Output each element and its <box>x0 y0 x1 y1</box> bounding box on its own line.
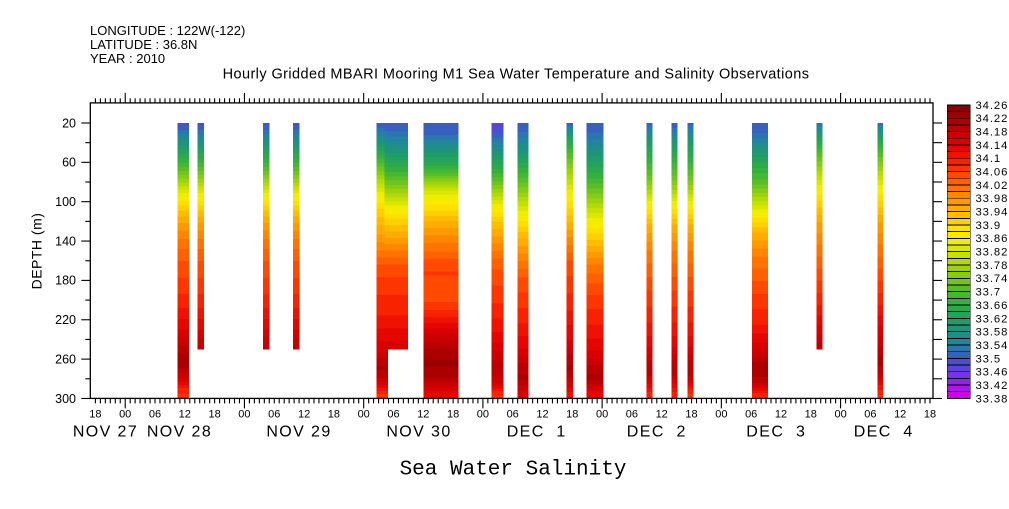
svg-text:34.14: 34.14 <box>976 140 1009 152</box>
svg-text:00: 00 <box>477 409 489 421</box>
svg-text:60: 60 <box>62 156 76 170</box>
svg-text:12: 12 <box>298 409 310 421</box>
svg-text:33.98: 33.98 <box>976 193 1009 205</box>
svg-text:06: 06 <box>507 409 519 421</box>
svg-text:18: 18 <box>328 409 340 421</box>
svg-text:34.18: 34.18 <box>976 126 1009 138</box>
svg-text:34.1: 34.1 <box>976 153 1002 165</box>
svg-text:33.62: 33.62 <box>976 313 1009 325</box>
svg-text:YEAR : 2010: YEAR : 2010 <box>90 51 165 66</box>
svg-text:Hourly Gridded MBARI Mooring M: Hourly Gridded MBARI Mooring M1 Sea Wate… <box>223 67 810 83</box>
svg-text:18: 18 <box>924 409 936 421</box>
svg-text:18: 18 <box>89 409 101 421</box>
svg-text:34.02: 34.02 <box>976 180 1009 192</box>
svg-text:DEC 4: DEC 4 <box>854 424 914 441</box>
svg-text:12: 12 <box>775 409 787 421</box>
svg-text:220: 220 <box>55 313 76 327</box>
svg-text:DEC 2: DEC 2 <box>627 424 687 441</box>
svg-text:00: 00 <box>834 409 846 421</box>
svg-text:LATITUDE : 36.8N: LATITUDE : 36.8N <box>90 37 197 52</box>
svg-text:180: 180 <box>55 274 76 288</box>
svg-text:DEC 3: DEC 3 <box>746 424 806 441</box>
svg-text:33.5: 33.5 <box>976 353 1002 365</box>
svg-text:18: 18 <box>447 409 459 421</box>
svg-text:34.22: 34.22 <box>976 113 1009 125</box>
svg-text:33.38: 33.38 <box>976 393 1009 405</box>
svg-text:33.82: 33.82 <box>976 247 1009 259</box>
svg-text:NOV 30: NOV 30 <box>386 424 451 441</box>
svg-text:12: 12 <box>417 409 429 421</box>
svg-text:260: 260 <box>55 352 76 366</box>
svg-text:18: 18 <box>685 409 697 421</box>
svg-text:DEC 1: DEC 1 <box>507 424 567 441</box>
svg-text:06: 06 <box>387 409 399 421</box>
svg-text:33.78: 33.78 <box>976 260 1009 272</box>
svg-text:NOV 29: NOV 29 <box>266 424 331 441</box>
svg-text:34.26: 34.26 <box>976 100 1009 112</box>
svg-text:06: 06 <box>268 409 280 421</box>
svg-text:33.42: 33.42 <box>976 380 1009 392</box>
svg-text:Sea Water Salinity: Sea Water Salinity <box>400 459 627 482</box>
svg-text:00: 00 <box>358 409 370 421</box>
svg-text:33.66: 33.66 <box>976 300 1009 312</box>
svg-text:00: 00 <box>715 409 727 421</box>
svg-text:06: 06 <box>745 409 757 421</box>
svg-text:DEPTH (m): DEPTH (m) <box>29 213 45 290</box>
svg-text:06: 06 <box>864 409 876 421</box>
svg-text:34.06: 34.06 <box>976 167 1009 179</box>
svg-text:33.74: 33.74 <box>976 273 1009 285</box>
svg-text:18: 18 <box>566 409 578 421</box>
svg-text:00: 00 <box>238 409 250 421</box>
svg-text:33.7: 33.7 <box>976 287 1002 299</box>
svg-text:33.94: 33.94 <box>976 207 1009 219</box>
svg-text:LONGITUDE : 122W(-122): LONGITUDE : 122W(-122) <box>90 23 245 38</box>
svg-text:NOV 27: NOV 27 <box>73 424 138 441</box>
svg-text:00: 00 <box>119 409 131 421</box>
svg-text:06: 06 <box>149 409 161 421</box>
svg-text:33.46: 33.46 <box>976 367 1009 379</box>
svg-text:33.86: 33.86 <box>976 233 1009 245</box>
svg-text:12: 12 <box>179 409 191 421</box>
svg-text:20: 20 <box>62 116 76 130</box>
svg-text:300: 300 <box>55 392 76 406</box>
svg-text:18: 18 <box>805 409 817 421</box>
svg-text:100: 100 <box>55 195 76 209</box>
svg-text:33.54: 33.54 <box>976 340 1009 352</box>
svg-text:18: 18 <box>208 409 220 421</box>
svg-text:140: 140 <box>55 234 76 248</box>
svg-text:12: 12 <box>536 409 548 421</box>
svg-text:33.58: 33.58 <box>976 327 1009 339</box>
svg-text:06: 06 <box>626 409 638 421</box>
svg-text:12: 12 <box>656 409 668 421</box>
svg-text:33.9: 33.9 <box>976 220 1002 232</box>
svg-text:00: 00 <box>596 409 608 421</box>
svg-text:12: 12 <box>894 409 906 421</box>
svg-text:NOV 28: NOV 28 <box>147 424 212 441</box>
